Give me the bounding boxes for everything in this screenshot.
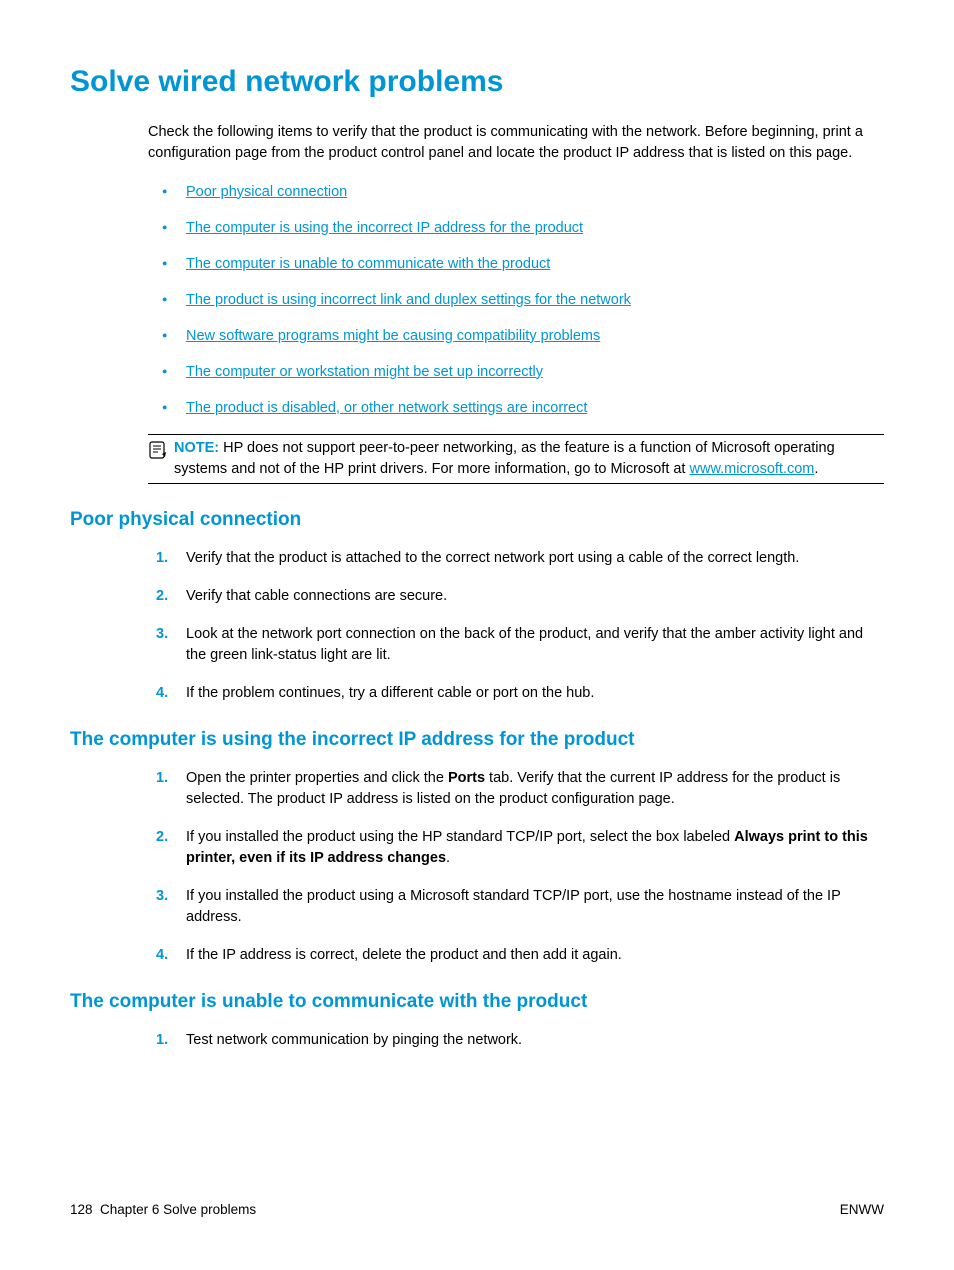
toc-item: The product is using incorrect link and … <box>148 290 884 311</box>
toc-link-incorrect-ip[interactable]: The computer is using the incorrect IP a… <box>186 220 583 236</box>
note-label: NOTE: <box>174 440 219 456</box>
step-item: If the IP address is correct, delete the… <box>148 945 884 966</box>
toc-item: The computer is using the incorrect IP a… <box>148 218 884 239</box>
step-item: If you installed the product using the H… <box>148 827 884 869</box>
steps-incorrect-ip: Open the printer properties and click th… <box>148 768 884 966</box>
intro-paragraph: Check the following items to verify that… <box>148 122 884 164</box>
step-item: Test network communication by pinging th… <box>148 1030 884 1051</box>
toc-link-disabled-settings[interactable]: The product is disabled, or other networ… <box>186 400 587 416</box>
page-footer: 128 Chapter 6 Solve problems ENWW <box>70 1200 884 1220</box>
step-item: Open the printer properties and click th… <box>148 768 884 810</box>
section-heading-unable-communicate: The computer is unable to communicate wi… <box>70 988 884 1016</box>
toc-item: Poor physical connection <box>148 182 884 203</box>
note-link-microsoft[interactable]: www.microsoft.com <box>690 461 815 477</box>
section-heading-poor-physical: Poor physical connection <box>70 506 884 534</box>
toc-item: The product is disabled, or other networ… <box>148 398 884 419</box>
toc-link-software-compat[interactable]: New software programs might be causing c… <box>186 328 600 344</box>
step-item: Look at the network port connection on t… <box>148 624 884 666</box>
step-item: If you installed the product using a Mic… <box>148 886 884 928</box>
toc-list: Poor physical connection The computer is… <box>148 182 884 419</box>
note-box: NOTE: HP does not support peer-to-peer n… <box>148 434 884 484</box>
steps-poor-physical: Verify that the product is attached to t… <box>148 548 884 704</box>
step-text-mid: . <box>446 850 450 866</box>
toc-link-poor-physical[interactable]: Poor physical connection <box>186 184 347 200</box>
footer-page-number: 128 <box>70 1202 93 1217</box>
footer-chapter: Chapter 6 Solve problems <box>100 1202 256 1217</box>
step-item: Verify that the product is attached to t… <box>148 548 884 569</box>
section-heading-incorrect-ip: The computer is using the incorrect IP a… <box>70 726 884 754</box>
page-heading: Solve wired network problems <box>70 60 884 104</box>
toc-link-link-duplex[interactable]: The product is using incorrect link and … <box>186 292 631 308</box>
step-item: If the problem continues, try a differen… <box>148 683 884 704</box>
note-text: NOTE: HP does not support peer-to-peer n… <box>174 438 884 480</box>
note-body-after: . <box>814 461 818 477</box>
step-text-bold: Ports <box>448 770 485 786</box>
note-icon <box>148 440 168 467</box>
toc-item: The computer is unable to communicate wi… <box>148 254 884 275</box>
step-text-pre: If you installed the product using the H… <box>186 829 734 845</box>
footer-right: ENWW <box>840 1200 884 1220</box>
step-item: Verify that cable connections are secure… <box>148 586 884 607</box>
step-text-pre: Open the printer properties and click th… <box>186 770 448 786</box>
toc-item: The computer or workstation might be set… <box>148 362 884 383</box>
toc-link-workstation-setup[interactable]: The computer or workstation might be set… <box>186 364 543 380</box>
footer-left: 128 Chapter 6 Solve problems <box>70 1200 256 1220</box>
steps-unable-communicate: Test network communication by pinging th… <box>148 1030 884 1051</box>
toc-link-unable-communicate[interactable]: The computer is unable to communicate wi… <box>186 256 550 272</box>
toc-item: New software programs might be causing c… <box>148 326 884 347</box>
